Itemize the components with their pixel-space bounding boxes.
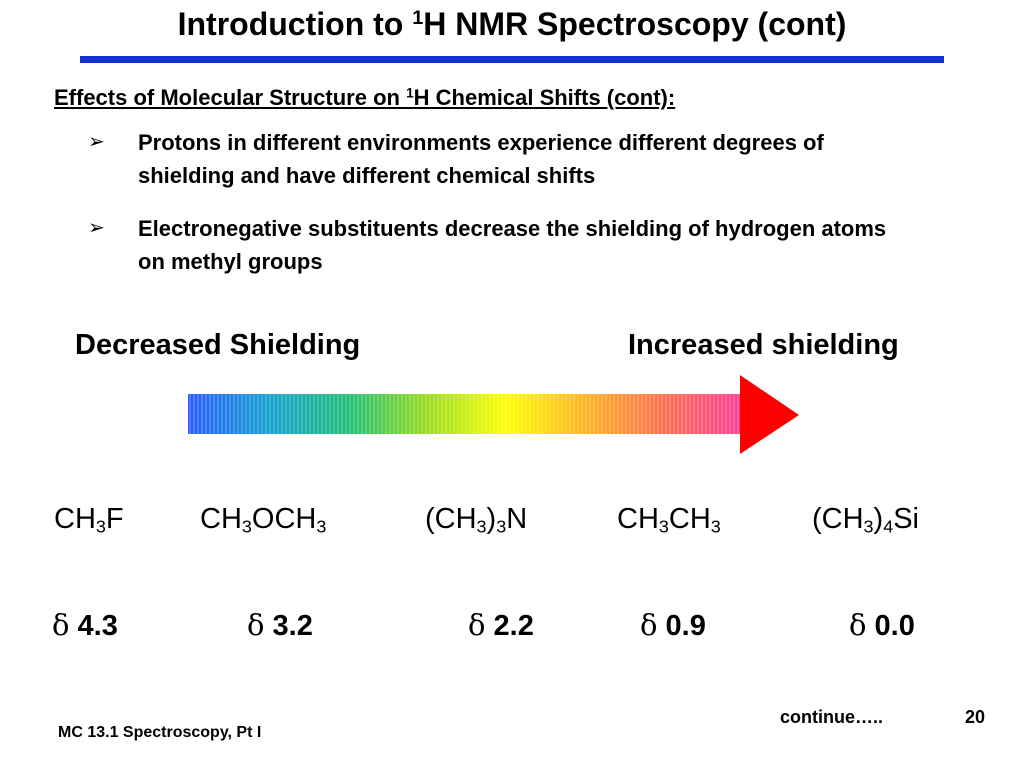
title-underline-rule — [80, 56, 944, 63]
gradient-bar-stripes — [188, 394, 743, 434]
shift-value: δ 0.9 — [640, 608, 706, 642]
title-superscript: 1 — [412, 7, 424, 30]
section-heading: Effects of Molecular Structure on 1H Che… — [54, 85, 675, 111]
subtitle-prefix: Effects of Molecular Structure on — [54, 85, 407, 110]
compound-trimethylamine: (CH3)3N — [425, 503, 528, 537]
compound-tetramethylsilane: (CH3)4Si — [812, 503, 920, 537]
arrow-bullet-icon: ➢ — [88, 217, 105, 239]
arrow-bullet-icon: ➢ — [88, 131, 105, 153]
increased-shielding-label: Increased shielding — [628, 329, 899, 361]
delta-symbol: δ — [849, 608, 867, 642]
delta-symbol: δ — [468, 608, 486, 642]
bullet-text: Electronegative substituents decrease th… — [138, 216, 887, 274]
subtitle-suffix: H Chemical Shifts (cont): — [413, 85, 676, 110]
page-number: 20 — [965, 707, 986, 727]
bullet-item: ➢ Protons in different environments expe… — [88, 126, 908, 192]
bullet-text: Protons in different environments experi… — [138, 130, 824, 188]
shift-value: δ 3.2 — [247, 608, 313, 642]
delta-symbol: δ — [640, 608, 658, 642]
compound-ch3och3: CH3OCH3 — [200, 503, 327, 537]
delta-symbol: δ — [52, 608, 70, 642]
continue-link[interactable]: continue….. — [780, 707, 883, 727]
compound-ch3ch3: CH3CH3 — [617, 503, 721, 537]
subtitle-superscript: 1 — [406, 85, 414, 101]
shielding-gradient-arrow — [188, 375, 799, 454]
compound-ch3f: CH3F — [54, 503, 124, 537]
decreased-shielding-label: Decreased Shielding — [75, 329, 361, 361]
shift-value: δ 0.0 — [849, 608, 915, 642]
shift-value: δ 4.3 — [52, 608, 118, 642]
title-prefix: Introduction to — [177, 6, 413, 42]
arrowhead-icon — [740, 375, 799, 454]
title-suffix: H NMR Spectroscopy (cont) — [423, 6, 847, 42]
delta-symbol: δ — [247, 608, 265, 642]
slide-title: Introduction to 1H NMR Spectroscopy (con… — [0, 6, 1024, 43]
bullet-item: ➢ Electronegative substituents decrease … — [88, 212, 908, 278]
shift-value: δ 2.2 — [468, 608, 534, 642]
footer-course-label: MC 13.1 Spectroscopy, Pt I — [58, 724, 262, 741]
